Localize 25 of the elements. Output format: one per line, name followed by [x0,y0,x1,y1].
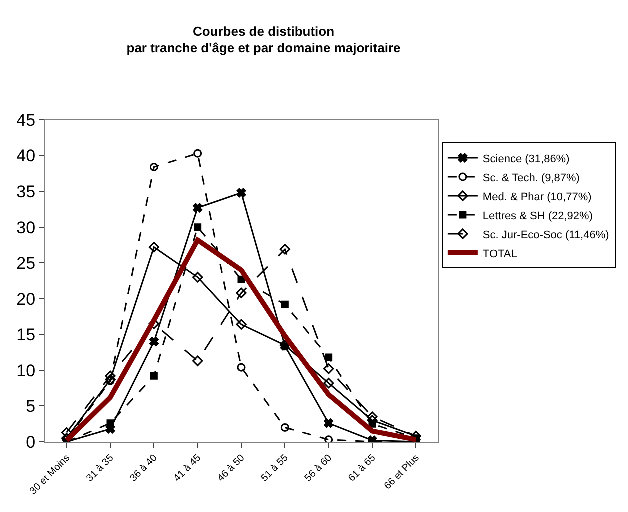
legend-label: Sc. & Tech. (9,87%) [482,172,580,184]
legend-label: Lettres & SH (22,92%) [482,210,593,222]
legend-label: TOTAL [482,248,518,260]
x-tick-label: 41 à 45 [172,452,204,484]
chart-title: Courbes de distibution par tranche d'âge et par domaine majoritaire [126,24,401,56]
x-tick-label: 46 à 50 [216,452,248,484]
x-tick-label: 56 à 60 [303,452,335,484]
y-tick-label: 35 [16,182,36,202]
y-tick-label: 40 [16,146,36,166]
x-tick-label: 51 à 55 [259,452,292,484]
y-tick-label: 25 [16,254,36,274]
x-tick-label: 31 à 35 [84,452,116,484]
y-tick-label: 15 [16,326,36,345]
y-tick-label: 0 [26,432,36,452]
y-tick-label: 5 [26,397,36,416]
y-tick-label: 20 [16,290,36,309]
x-tick-label: 36 à 40 [128,452,160,484]
x-tick-label: 66 et Plus [382,452,422,492]
legend-label: Sc. Jur-Eco-Soc (11,46%) [482,229,610,242]
y-tick-label: 10 [16,361,36,380]
x-tick-label: 61 à 65 [346,452,378,484]
legend-label: Med. & Phar (10,77%) [482,191,592,204]
y-tick-label: 45 [16,110,36,130]
y-tick-label: 30 [16,218,36,238]
legend-label: Science (31,86%) [482,153,570,166]
